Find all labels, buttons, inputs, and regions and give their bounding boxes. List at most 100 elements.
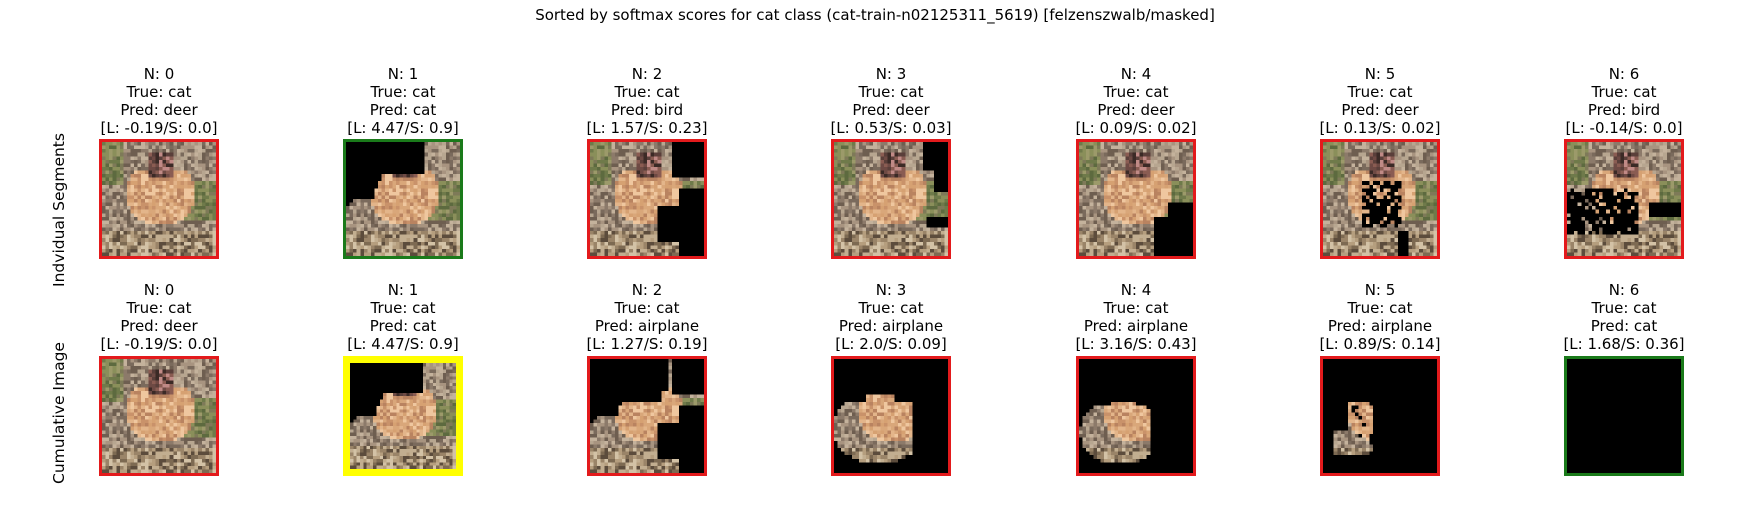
panel-pred-label: Pred: bird: [1524, 101, 1724, 119]
panel-true-label: True: cat: [1524, 83, 1724, 101]
panel-pixels: [1567, 359, 1681, 473]
panel-true-label: True: cat: [303, 83, 503, 101]
panel-pred-label: Pred: airplane: [791, 317, 991, 335]
panel-pred-label: Pred: airplane: [547, 317, 747, 335]
panel-pixels: [1323, 359, 1437, 473]
panel-index-label: N: 1: [303, 65, 503, 83]
panel-score-label: [L: 4.47/S: 0.9]: [303, 335, 503, 353]
panel-score-label: [L: -0.14/S: 0.0]: [1524, 119, 1724, 137]
panel-pred-label: Pred: deer: [1036, 101, 1236, 119]
panel-image: [99, 139, 219, 259]
panel-score-label: [L: 1.57/S: 0.23]: [547, 119, 747, 137]
panel-true-label: True: cat: [547, 83, 747, 101]
panel-score-label: [L: 0.89/S: 0.14]: [1280, 335, 1480, 353]
panel-index-label: N: 2: [547, 65, 747, 83]
panel-score-label: [L: -0.19/S: 0.0]: [59, 335, 259, 353]
panel-index-label: N: 3: [791, 65, 991, 83]
panel-pixels: [350, 363, 456, 469]
panel-image: [831, 356, 951, 476]
panel-score-label: [L: 2.0/S: 0.09]: [791, 335, 991, 353]
panel-pixels: [346, 142, 460, 256]
panel-pred-label: Pred: deer: [59, 317, 259, 335]
figure-title: Sorted by softmax scores for cat class (…: [0, 6, 1750, 24]
panel-image: [1320, 356, 1440, 476]
panel-score-label: [L: 4.47/S: 0.9]: [303, 119, 503, 137]
panel-index-label: N: 6: [1524, 281, 1724, 299]
panel-index-label: N: 5: [1280, 281, 1480, 299]
panel-pixels: [1323, 142, 1437, 256]
panel-pixels: [1567, 142, 1681, 256]
panel-true-label: True: cat: [791, 83, 991, 101]
panel-image: [587, 356, 707, 476]
panel-score-label: [L: 1.68/S: 0.36]: [1524, 335, 1724, 353]
panel-image: [1076, 356, 1196, 476]
panel-true-label: True: cat: [1280, 299, 1480, 317]
panel-index-label: N: 1: [303, 281, 503, 299]
panel-index-label: N: 0: [59, 281, 259, 299]
panel-image: [343, 139, 463, 259]
panel-score-label: [L: 3.16/S: 0.43]: [1036, 335, 1236, 353]
panel-pixels: [590, 142, 704, 256]
panel-score-label: [L: 0.13/S: 0.02]: [1280, 119, 1480, 137]
masked-background: [1567, 359, 1681, 473]
panel-pred-label: Pred: deer: [59, 101, 259, 119]
panel-true-label: True: cat: [547, 299, 747, 317]
panel-index-label: N: 5: [1280, 65, 1480, 83]
panel-true-label: True: cat: [1280, 83, 1480, 101]
row-label: Cumulative Image: [50, 342, 68, 484]
panel-image: [831, 139, 951, 259]
panel-true-label: True: cat: [791, 299, 991, 317]
panel-pixels: [1079, 142, 1193, 256]
panel-image: [1564, 356, 1684, 476]
panel-pred-label: Pred: cat: [303, 317, 503, 335]
panel-image: [1076, 139, 1196, 259]
panel-image: [343, 356, 463, 476]
panel-pred-label: Pred: cat: [303, 101, 503, 119]
panel-pixels: [102, 142, 216, 256]
panel-pred-label: Pred: bird: [547, 101, 747, 119]
panel-index-label: N: 2: [547, 281, 747, 299]
panel-index-label: N: 6: [1524, 65, 1724, 83]
panel-score-label: [L: 0.09/S: 0.02]: [1036, 119, 1236, 137]
panel-pred-label: Pred: airplane: [1280, 317, 1480, 335]
panel-pixels: [102, 359, 216, 473]
panel-image: [99, 356, 219, 476]
panel-pred-label: Pred: cat: [1524, 317, 1724, 335]
panel-score-label: [L: -0.19/S: 0.0]: [59, 119, 259, 137]
panel-image: [587, 139, 707, 259]
panel-index-label: N: 0: [59, 65, 259, 83]
panel-index-label: N: 3: [791, 281, 991, 299]
panel-pixels: [1079, 359, 1193, 473]
panel-pixels: [834, 359, 948, 473]
panel-true-label: True: cat: [59, 299, 259, 317]
panel-image: [1564, 139, 1684, 259]
panel-true-label: True: cat: [59, 83, 259, 101]
panel-true-label: True: cat: [303, 299, 503, 317]
row-label: Indvidual Segments: [50, 133, 68, 287]
panel-score-label: [L: 1.27/S: 0.19]: [547, 335, 747, 353]
masked-background: [1323, 359, 1437, 473]
panel-true-label: True: cat: [1036, 83, 1236, 101]
panel-pred-label: Pred: airplane: [1036, 317, 1236, 335]
panel-pixels: [590, 359, 704, 473]
panel-pred-label: Pred: deer: [1280, 101, 1480, 119]
panel-index-label: N: 4: [1036, 281, 1236, 299]
panel-pred-label: Pred: deer: [791, 101, 991, 119]
panel-score-label: [L: 0.53/S: 0.03]: [791, 119, 991, 137]
panel-true-label: True: cat: [1524, 299, 1724, 317]
panel-true-label: True: cat: [1036, 299, 1236, 317]
